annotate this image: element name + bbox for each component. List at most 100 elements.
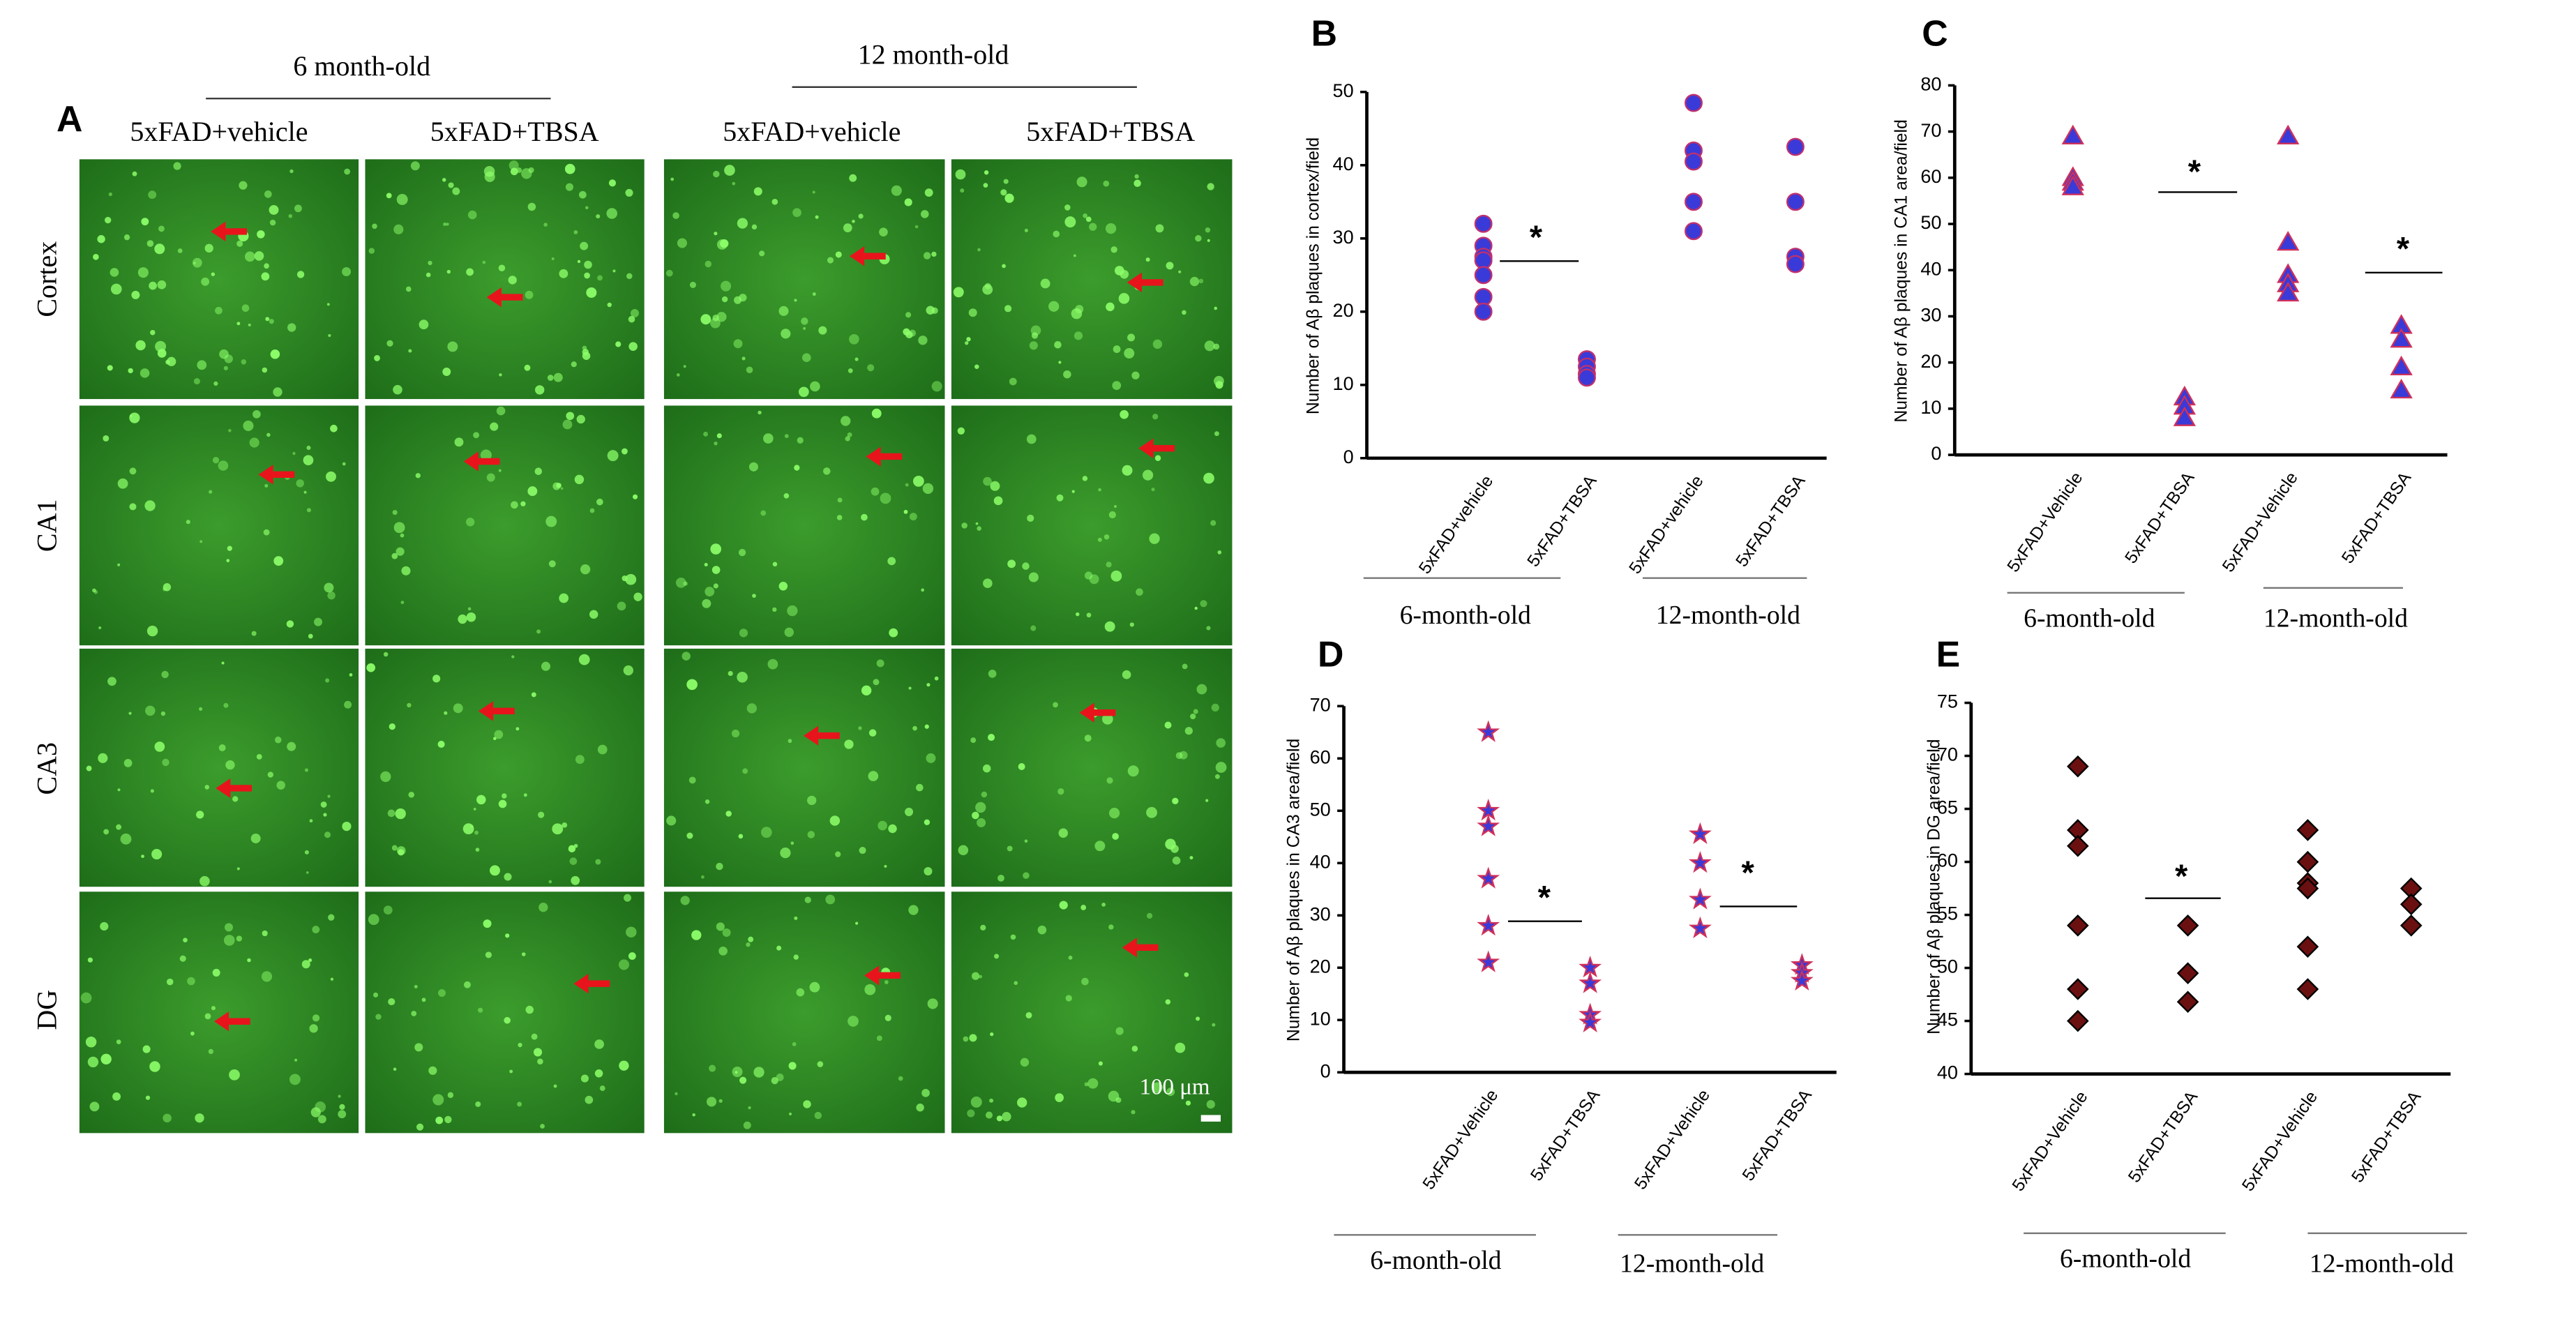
plaque-spot (212, 457, 220, 464)
plaque-spot (955, 169, 966, 180)
plaque-spot (1182, 310, 1187, 315)
plaque-spot (117, 788, 121, 792)
plaque-spot (904, 198, 912, 206)
plaque-spot (970, 737, 977, 744)
micrograph (663, 159, 945, 400)
plaque-spot (504, 1016, 511, 1024)
plaque-spot (108, 192, 112, 197)
plaque-spot (342, 267, 352, 276)
plaque-spot (310, 1107, 321, 1117)
plaque-spot (1023, 872, 1030, 879)
plaque-spot (858, 726, 862, 730)
plaque-spot (515, 727, 520, 731)
plaque-spot (296, 271, 305, 278)
plaque-spot (1122, 670, 1131, 679)
plaque-spot (711, 566, 721, 574)
plaque-spot (395, 808, 406, 820)
plaque-spot (1210, 520, 1217, 526)
plaque-spot (116, 824, 122, 830)
plaque-spot (296, 479, 304, 488)
plaque-spot (1004, 193, 1014, 203)
plaque-spot (499, 373, 502, 377)
plaque-spot (289, 1074, 301, 1085)
plaque-spot (262, 367, 268, 373)
plaque-spot (752, 594, 756, 599)
data-point (1474, 214, 1493, 233)
plaque-spot (541, 661, 550, 671)
plaque-spot (498, 799, 507, 808)
red-arrow (258, 465, 295, 485)
x-tick-label: 5xFAD+TBSA (2338, 469, 2415, 567)
plaque-spot (836, 515, 843, 520)
plaque-spot (249, 437, 259, 448)
plaque-spot (103, 435, 110, 442)
significance-mark: * (1538, 878, 1551, 915)
data-point (2400, 893, 2423, 916)
data-point (1477, 913, 1500, 936)
plaque-spot (1185, 1100, 1191, 1106)
plaque-spot (1003, 179, 1009, 184)
plaque-spot (215, 306, 223, 315)
plaque-spot (179, 955, 186, 962)
micrograph-background (663, 891, 945, 1134)
plaque-spot (1206, 626, 1211, 631)
red-arrow (864, 965, 901, 986)
plaque-spot (692, 1113, 695, 1117)
plaque-spot (1089, 574, 1099, 585)
plaque-spot (970, 1096, 982, 1108)
micrograph (951, 648, 1233, 887)
plaque-spot (974, 364, 979, 370)
panel-letter: D (1318, 633, 1343, 674)
plaque-spot (157, 280, 167, 289)
plaque-spot (518, 1042, 522, 1048)
x-tick-label: 5xFAD+Vehicle (2238, 1088, 2321, 1195)
plaque-spot (1175, 752, 1183, 760)
group-label: 12-month-old (2310, 1249, 2454, 1279)
plaque-spot (1145, 257, 1150, 262)
plaque-spot (505, 933, 510, 938)
plaque-spot (615, 341, 622, 347)
plaque-spot (827, 257, 834, 264)
plaque-spot (187, 977, 195, 986)
plaque-spot (163, 583, 172, 592)
red-arrow (1079, 702, 1116, 723)
plaque-spot (548, 560, 556, 568)
plaque-spot (392, 510, 398, 515)
plaque-spot (464, 981, 471, 988)
y-tick-label: 30 (1333, 226, 1354, 248)
plaque-spot (680, 896, 690, 905)
y-tick-label: 60 (1920, 165, 1941, 187)
plaque-spot (931, 307, 938, 315)
plaque-spot (326, 471, 336, 482)
plaque-spot (344, 700, 352, 709)
plaque-spot (204, 785, 210, 790)
micrograph (365, 405, 645, 646)
plaque-spot (714, 232, 718, 236)
plaque-spot (483, 919, 492, 928)
plaque-spot (909, 513, 917, 521)
plaque-spot (903, 509, 908, 514)
plaque-spot (666, 815, 677, 826)
plaque-spot (437, 740, 445, 748)
plaque-spot (1031, 332, 1039, 339)
data-point (1685, 193, 1703, 211)
data-point (1688, 916, 1712, 938)
plaque-spot (1105, 223, 1117, 234)
plaque-spot (1170, 845, 1179, 853)
plaque-spot (980, 924, 986, 931)
plaque-spot (270, 349, 280, 359)
micrograph-background (663, 648, 945, 887)
plaque-spot (142, 1045, 151, 1053)
data-point (1579, 971, 1602, 993)
plaque-spot (594, 1069, 603, 1078)
plaque-spot (607, 450, 619, 462)
plaque-spot (527, 486, 538, 497)
plaque-spot (927, 998, 938, 1009)
plaque-spot (498, 469, 502, 472)
micrograph (365, 891, 645, 1134)
plaque-spot (304, 768, 308, 772)
plaque-spot (129, 503, 137, 511)
plaque-spot (1166, 262, 1174, 270)
plaque-spot (366, 663, 376, 672)
plaque-spot (304, 850, 309, 855)
